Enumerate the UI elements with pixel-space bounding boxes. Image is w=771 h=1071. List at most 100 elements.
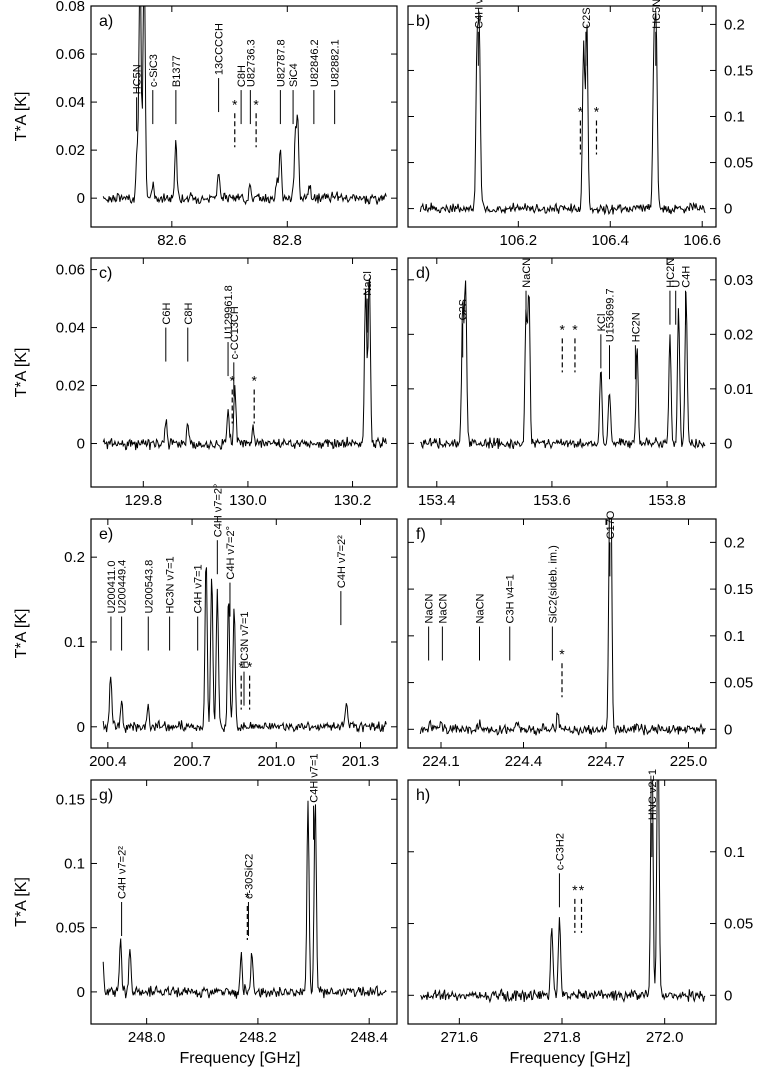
line-label: c-CC13CH: [229, 306, 241, 359]
panel-frame: [407, 518, 717, 749]
y-axis-label: T*A [K]: [13, 609, 30, 659]
panel-frame: [90, 518, 398, 749]
unidentified-star: *: [253, 96, 259, 112]
line-label: U200411.0: [106, 561, 118, 614]
y-tick-label: 0.03: [724, 272, 753, 289]
line-label: C17O: [605, 510, 617, 539]
spectrum-trace: [419, 519, 706, 736]
line-label: NaCN: [424, 593, 436, 623]
spectrum-trace: [420, 780, 706, 1004]
line-label: C3H ν4=1: [505, 574, 517, 623]
y-tick-label: 0.06: [56, 46, 85, 63]
unidentified-star: *: [559, 646, 565, 662]
y-tick-label: 0.1: [64, 634, 85, 651]
spectrum-panel-g: C4H ν7=2² c-30SiC2 C4H ν7=1 * 248.0 248.2 248.…: [13, 753, 398, 1046]
y-tick-label: 0.02: [56, 378, 85, 395]
y-tick-label: 0.02: [724, 326, 753, 343]
line-label: U82846.2: [309, 39, 321, 87]
spectrum-trace: [102, 6, 387, 206]
line-label: U82787.8: [275, 39, 287, 87]
y-tick-label: 0.2: [64, 549, 85, 566]
line-label: U82882.1: [330, 39, 342, 87]
x-axis-label-left: Frequency [GHz]: [180, 1050, 301, 1067]
y-tick-label: 0.04: [56, 94, 85, 111]
y-tick-label: 0: [77, 190, 85, 207]
line-label: U200543.8: [143, 560, 155, 614]
y-tick-label: 0.02: [56, 142, 85, 159]
line-label: HC2N: [630, 312, 642, 342]
y-axis-label: T*A [K]: [13, 92, 30, 142]
y-tick-label: 0.01: [724, 381, 753, 398]
line-label: U82736.3: [245, 39, 257, 87]
line-label: c-C3H2: [554, 833, 566, 870]
line-label: C6H: [161, 303, 173, 325]
spectrum-trace: [419, 11, 706, 216]
line-label: C2S: [581, 7, 593, 28]
x-axis-label-right: Frequency [GHz]: [510, 1050, 631, 1067]
unidentified-star: *: [572, 882, 578, 898]
panel-letter: b): [416, 13, 430, 30]
line-label: NaCN: [437, 593, 449, 623]
x-tick-label: 153.4: [418, 492, 456, 509]
line-label: HNC ν2=1: [647, 769, 659, 820]
y-axis-label: T*A [K]: [13, 348, 30, 398]
y-tick-label: 0: [77, 984, 85, 1001]
x-tick-label: 153.8: [648, 492, 686, 509]
line-label: C8H: [236, 65, 248, 87]
line-label: 13CCCCH: [214, 23, 226, 75]
unidentified-star: *: [245, 889, 251, 905]
x-tick-label: 129.8: [125, 492, 163, 509]
x-tick-label: 271.8: [543, 1029, 581, 1046]
y-tick-label: 0.05: [724, 675, 753, 692]
line-label: HC2N: [665, 258, 677, 288]
y-tick-label: 0.1: [724, 628, 745, 645]
x-tick-label: 248.4: [350, 1029, 388, 1046]
unidentified-star: *: [578, 104, 584, 120]
line-label: C4H ν7=2°: [212, 484, 224, 538]
x-tick-label: 224.7: [587, 753, 625, 770]
unidentified-star: *: [232, 96, 238, 112]
line-label: U153699.7: [604, 288, 616, 342]
y-tick-label: 0: [724, 435, 732, 452]
x-tick-label: 224.4: [505, 753, 543, 770]
line-label: c-30SiC2: [243, 854, 255, 899]
line-label: C4H ν7=1: [309, 753, 321, 802]
line-label: HC5N: [651, 0, 663, 29]
panel-letter: e): [99, 526, 113, 543]
line-label: C2S: [458, 299, 470, 320]
line-label: C4H ν7=2²: [336, 535, 348, 588]
line-label: HC5N: [132, 64, 144, 94]
y-tick-label: 0: [724, 721, 732, 738]
panel-frame: [407, 5, 717, 228]
y-tick-label: 0.1: [724, 844, 745, 861]
x-tick-label: 225.0: [670, 753, 708, 770]
x-tick-label: 153.6: [533, 492, 571, 509]
line-label: C4H: [680, 266, 692, 288]
x-tick-label: 224.1: [422, 753, 460, 770]
spectrum-panel-b: C4H ν7=1 C2S HC5N * * 106.2 106.4 106.60 0.05 0.1…: [407, 0, 753, 249]
x-tick-label: 248.0: [128, 1029, 166, 1046]
y-tick-label: 0.06: [56, 262, 85, 279]
x-tick-label: 82.6: [157, 232, 186, 249]
spectrum-trace: [420, 280, 706, 450]
unidentified-star: *: [579, 882, 585, 898]
panel-letter: h): [416, 787, 430, 804]
y-tick-label: 0: [724, 201, 732, 218]
y-tick-label: 0: [77, 719, 85, 736]
line-label: C8H: [183, 303, 195, 325]
unidentified-star: *: [247, 659, 253, 675]
panel-letter: a): [99, 13, 113, 30]
x-tick-label: 201.0: [258, 753, 296, 770]
line-label: NaCl: [362, 271, 374, 295]
x-tick-label: 201.3: [342, 753, 380, 770]
y-tick-label: 0.05: [56, 920, 85, 937]
line-label: U200449.4: [117, 560, 129, 614]
x-tick-label: 200.4: [89, 753, 127, 770]
line-label: C4H ν7=1: [473, 0, 485, 29]
panel-letter: f): [416, 526, 426, 543]
y-tick-label: 0.1: [724, 109, 745, 126]
